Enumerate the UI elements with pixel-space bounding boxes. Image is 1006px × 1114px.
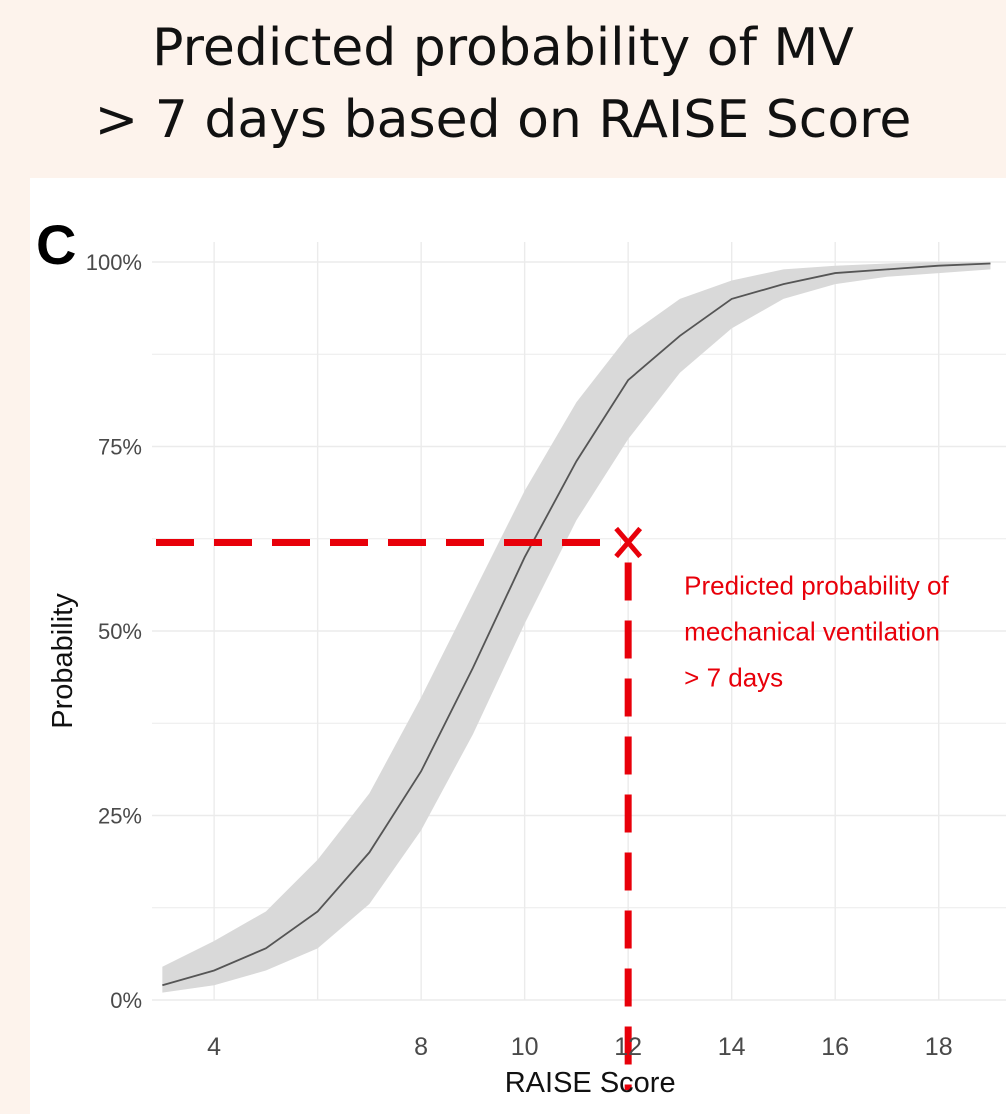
annotation-line: mechanical ventilation [684,616,940,646]
y-axis-title: Probability [47,593,79,729]
annotation: Predicted probability of mechanical venti… [684,570,949,692]
panel-letter: C [36,213,76,276]
chart-panel: 0% 25% 50% 75% 100% 4 8 10 12 14 16 18 C Probabili… [30,178,1006,1114]
annotation-line: > 7 days [684,662,783,692]
x-tick-label: 14 [718,1033,746,1061]
annotation-line: Predicted probability of [684,570,949,600]
x-tick-label: 18 [925,1033,953,1061]
probability-chart: 0% 25% 50% 75% 100% 4 8 10 12 14 16 18 C Probabili… [36,213,1006,1099]
probability-curve [162,262,991,987]
x-axis-ticks: 4 8 10 12 14 16 18 [207,1033,952,1061]
x-tick-label: 10 [511,1033,539,1061]
y-tick-label: 25% [98,804,142,829]
y-tick-label: 0% [110,988,142,1013]
x-tick-label: 16 [821,1033,849,1061]
reference-lines [156,526,643,1090]
x-tick-label: 8 [414,1033,428,1061]
slide-title: Predicted probability of MV > 7 days bas… [0,0,1006,178]
x-axis-title: RAISE Score [505,1067,676,1099]
x-tick-label: 12 [614,1033,642,1061]
y-tick-label: 50% [98,619,142,644]
confidence-band [162,262,991,993]
x-tick-label: 4 [207,1033,221,1061]
title-line-2: > 7 days based on RAISE Score [94,90,912,150]
title-line-1: Predicted probability of MV [152,18,854,78]
reference-marker [614,526,643,559]
y-tick-label: 75% [98,435,142,460]
y-axis-ticks: 0% 25% 50% 75% 100% [86,250,142,1013]
y-tick-label: 100% [86,250,142,275]
